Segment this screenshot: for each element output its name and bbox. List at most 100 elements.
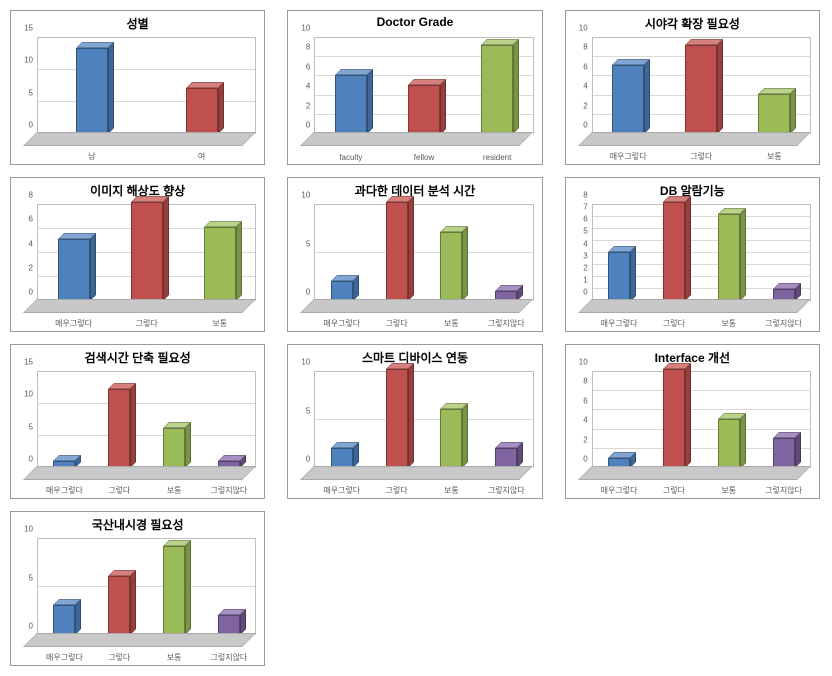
bar-wrap bbox=[37, 37, 147, 134]
bar bbox=[440, 232, 462, 301]
x-axis-labels: 매우그렇다그렇다보통그렇지않다 bbox=[37, 485, 256, 496]
bar bbox=[131, 202, 163, 301]
plot-area bbox=[592, 204, 811, 313]
y-tick-label: 6 bbox=[583, 62, 587, 71]
y-tick-label: 5 bbox=[29, 88, 33, 97]
x-tick-label: 매우그렇다 bbox=[592, 318, 647, 329]
y-tick-label: 2 bbox=[583, 263, 587, 272]
bar bbox=[440, 409, 462, 468]
bar bbox=[204, 227, 236, 301]
x-tick-label: 보통 bbox=[701, 318, 756, 329]
plot-area bbox=[37, 371, 256, 480]
bar bbox=[612, 65, 644, 134]
y-axis-ticks: 0510 bbox=[288, 204, 312, 301]
chart-title: 성별 bbox=[11, 11, 264, 34]
chart-panel-interface: Interface 개선0246810매우그렇다그렇다보통그렇지않다 bbox=[565, 344, 820, 499]
x-tick-label: 매우그렇다 bbox=[37, 318, 110, 329]
bar bbox=[608, 252, 630, 302]
y-axis-ticks: 0246810 bbox=[288, 37, 312, 134]
y-tick-label: 0 bbox=[29, 455, 33, 464]
bar-wrap bbox=[701, 204, 756, 301]
plot-area bbox=[314, 371, 533, 480]
y-tick-label: 10 bbox=[579, 24, 588, 33]
bar-wrap bbox=[646, 371, 701, 468]
chart-panel-db-alarm: DB 알람기능012345678매우그렇다그렇다보통그렇지않다 bbox=[565, 177, 820, 332]
bar-wrap bbox=[314, 371, 369, 468]
y-tick-label: 1 bbox=[583, 275, 587, 284]
y-axis-ticks: 012345678 bbox=[566, 204, 590, 301]
chart-floor bbox=[578, 466, 811, 480]
bar-wrap bbox=[646, 204, 701, 301]
x-axis-labels: 매우그렇다그렇다보통그렇지않다 bbox=[592, 485, 811, 496]
x-tick-label: 그렇다 bbox=[646, 485, 701, 496]
chart-panel-doctor-grade: Doctor Grade0246810facultyfellowresident bbox=[287, 10, 542, 165]
bars-container bbox=[592, 37, 811, 134]
bar-wrap bbox=[756, 204, 811, 301]
x-axis-labels: 매우그렇다그렇다보통 bbox=[37, 318, 256, 329]
bar bbox=[76, 48, 108, 134]
x-tick-label: 매우그렇다 bbox=[314, 318, 369, 329]
bar-wrap bbox=[183, 204, 256, 301]
y-axis-ticks: 0510 bbox=[288, 371, 312, 468]
y-tick-label: 3 bbox=[583, 251, 587, 260]
plot-area bbox=[37, 204, 256, 313]
y-axis-ticks: 0510 bbox=[11, 538, 35, 635]
chart-floor bbox=[23, 299, 256, 313]
y-tick-label: 8 bbox=[583, 43, 587, 52]
x-tick-label: 그렇다 bbox=[110, 318, 183, 329]
bar bbox=[163, 428, 185, 468]
bar bbox=[108, 389, 130, 468]
bar-wrap bbox=[147, 538, 202, 635]
bar bbox=[663, 369, 685, 468]
bar bbox=[53, 605, 75, 635]
y-tick-label: 8 bbox=[583, 377, 587, 386]
y-tick-label: 5 bbox=[29, 422, 33, 431]
bar-wrap bbox=[147, 37, 257, 134]
bar-wrap bbox=[369, 371, 424, 468]
y-tick-label: 6 bbox=[306, 62, 310, 71]
bar-wrap bbox=[387, 37, 460, 134]
x-tick-label: 남 bbox=[37, 151, 147, 162]
bars-container bbox=[37, 204, 256, 301]
bar-wrap bbox=[147, 371, 202, 468]
plot-area bbox=[314, 204, 533, 313]
y-tick-label: 0 bbox=[29, 288, 33, 297]
plot-area bbox=[314, 37, 533, 146]
x-tick-label: 보통 bbox=[183, 318, 256, 329]
y-tick-label: 0 bbox=[583, 288, 587, 297]
chart-title: 국산내시경 필요성 bbox=[11, 512, 264, 535]
bar bbox=[58, 239, 90, 301]
y-axis-ticks: 051015 bbox=[11, 37, 35, 134]
y-axis-ticks: 02468 bbox=[11, 204, 35, 301]
bars-container bbox=[592, 204, 811, 301]
bar bbox=[163, 546, 185, 635]
y-tick-label: 0 bbox=[583, 455, 587, 464]
y-tick-label: 2 bbox=[29, 263, 33, 272]
chart-title: Doctor Grade bbox=[288, 11, 541, 31]
y-tick-label: 10 bbox=[301, 191, 310, 200]
y-tick-label: 4 bbox=[583, 416, 587, 425]
bar bbox=[481, 45, 513, 134]
x-tick-label: 그렇지않다 bbox=[201, 485, 256, 496]
bar-wrap bbox=[37, 538, 92, 635]
x-tick-label: 매우그렇다 bbox=[314, 485, 369, 496]
bar-wrap bbox=[592, 37, 665, 134]
bar-wrap bbox=[665, 37, 738, 134]
bar bbox=[718, 214, 740, 301]
bars-container bbox=[314, 371, 533, 468]
y-tick-label: 5 bbox=[29, 573, 33, 582]
y-tick-label: 10 bbox=[579, 358, 588, 367]
y-tick-label: 10 bbox=[24, 390, 33, 399]
bar-wrap bbox=[592, 204, 647, 301]
x-tick-label: 그렇지않다 bbox=[756, 485, 811, 496]
plot-area bbox=[592, 37, 811, 146]
y-axis-ticks: 051015 bbox=[11, 371, 35, 468]
chart-title: DB 알람기능 bbox=[566, 178, 819, 201]
x-axis-labels: 매우그렇다그렇다보통그렇지않다 bbox=[314, 318, 533, 329]
plot-area bbox=[37, 538, 256, 647]
y-tick-label: 10 bbox=[301, 358, 310, 367]
x-axis-labels: 매우그렇다그렇다보통 bbox=[592, 151, 811, 162]
y-axis-ticks: 0246810 bbox=[566, 37, 590, 134]
x-tick-label: 그렇다 bbox=[665, 151, 738, 162]
bar-wrap bbox=[110, 204, 183, 301]
